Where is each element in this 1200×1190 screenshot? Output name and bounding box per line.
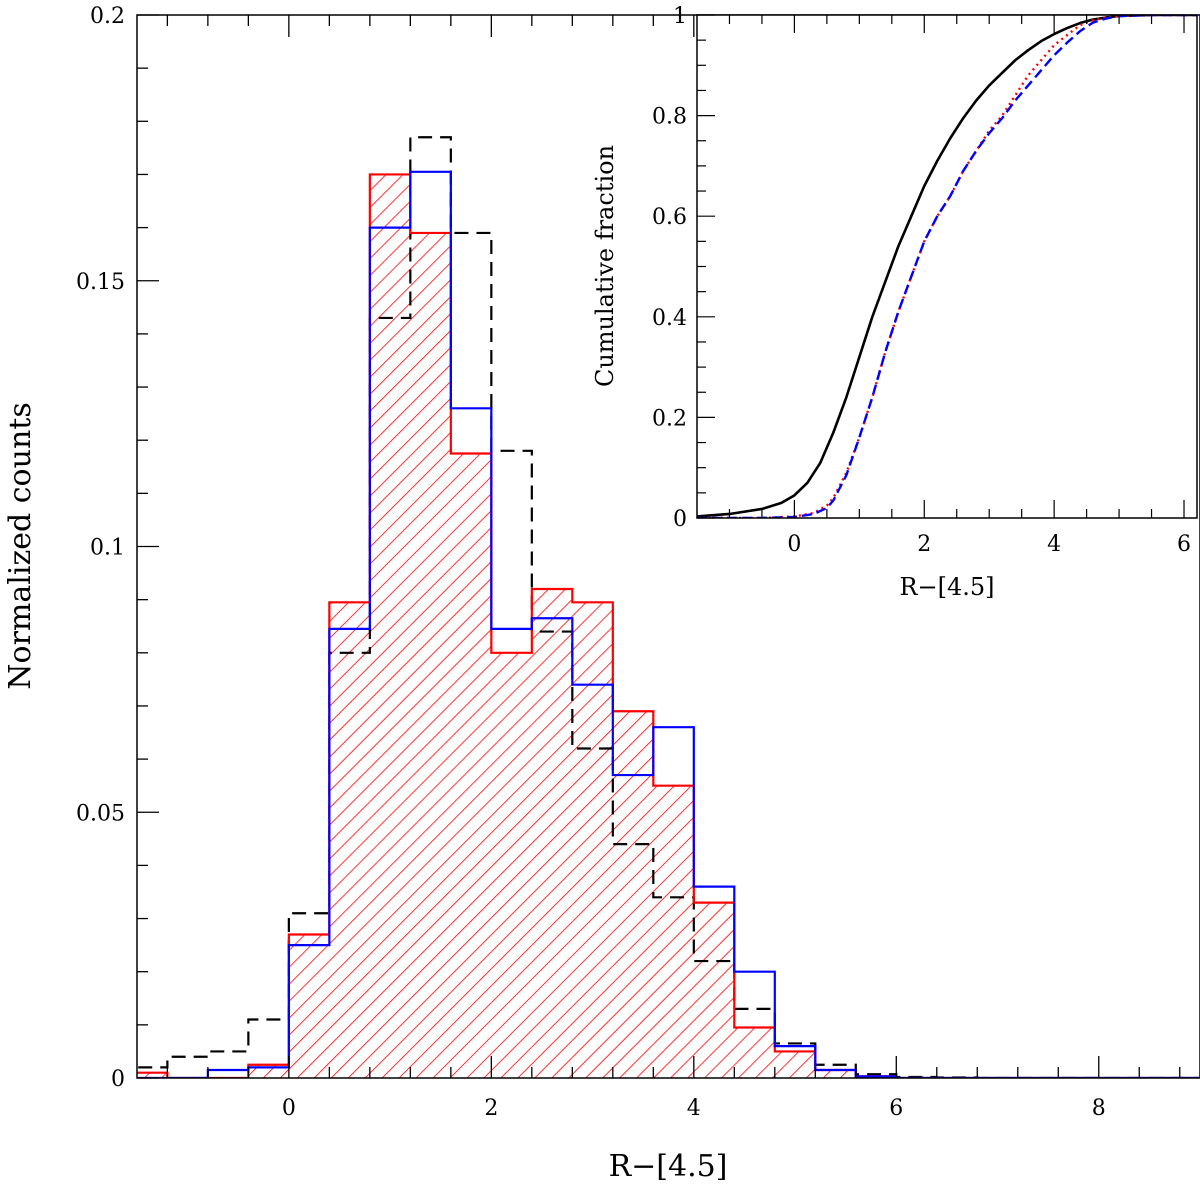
red-hatched-bar [491,652,532,1078]
y-tick-label: 0.2 [90,4,125,29]
inset-y-tick-label: 0.4 [652,306,687,331]
red-hatched-bar [693,902,735,1078]
y-tick-label: 0 [111,1067,125,1092]
red-hatched-bar [450,453,492,1078]
blue-dashed-cumulative-line [697,15,1197,518]
x-tick-label: 2 [484,1096,498,1121]
histogram-series [137,136,1200,1078]
x-tick-label: 8 [1092,1096,1106,1121]
y-tick-label: 0.15 [76,270,125,295]
inset-axis-ticks: 0 2 4 6 0 0.2 0.4 0.6 0.8 1 [652,4,1191,557]
red-hatched-bar [531,589,573,1078]
inset-x-tick-label: 0 [787,532,801,557]
red-hatched-bar [329,602,370,1078]
y-tick-label: 0.1 [90,536,125,561]
inset-y-axis-title: Cumulative fraction [591,145,619,387]
blue-histogram-outline [137,170,1200,1078]
x-tick-label: 4 [687,1096,701,1121]
inset-x-axis-title: R−[4.5] [899,573,994,601]
red-hatched-bar [410,232,451,1078]
inset-y-tick-label: 1 [673,4,687,29]
inset-y-tick-label: 0.6 [652,205,687,230]
inset-y-tick-label: 0.8 [652,105,687,130]
red-hatched-bar [734,1027,775,1078]
main-x-axis-title: R−[4.5] [609,1149,728,1184]
inset-y-tick-label: 0.2 [652,406,687,431]
inset-x-tick-label: 2 [917,532,931,557]
x-tick-label: 6 [889,1096,903,1121]
cumulative-inset-panel: 0 2 4 6 0 0.2 0.4 0.6 0.8 1 R−[4.5] Cumulative fr… [591,4,1198,601]
main-axis-ticks: 0 2 4 6 8 0 0.05 0.1 0.15 0.2 [76,4,1181,1121]
red-hatched-bar [774,1051,816,1078]
red-hatched-bar [653,785,694,1078]
inset-x-tick-label: 4 [1047,532,1061,557]
red-hatched-bar [572,602,613,1078]
red-hatched-bar [815,1070,856,1078]
inset-x-tick-label: 6 [1177,532,1191,557]
x-tick-label: 0 [282,1096,296,1121]
main-histogram-panel: 0 2 4 6 8 0 0.05 0.1 0.15 0.2 R−[4.5] Normalized … [3,4,1200,1184]
black-cumulative-line [697,15,1197,518]
red-hatched-bar [288,934,330,1078]
inset-y-tick-label: 0 [673,507,687,532]
inset-background [697,15,1197,518]
main-y-axis-title: Normalized counts [3,402,38,689]
red-hatched-bar [612,711,654,1078]
red-hatched-bar [137,1072,168,1078]
y-tick-label: 0.05 [76,801,125,826]
red-hatched-bar [369,174,411,1078]
cumulative-series [697,15,1197,518]
